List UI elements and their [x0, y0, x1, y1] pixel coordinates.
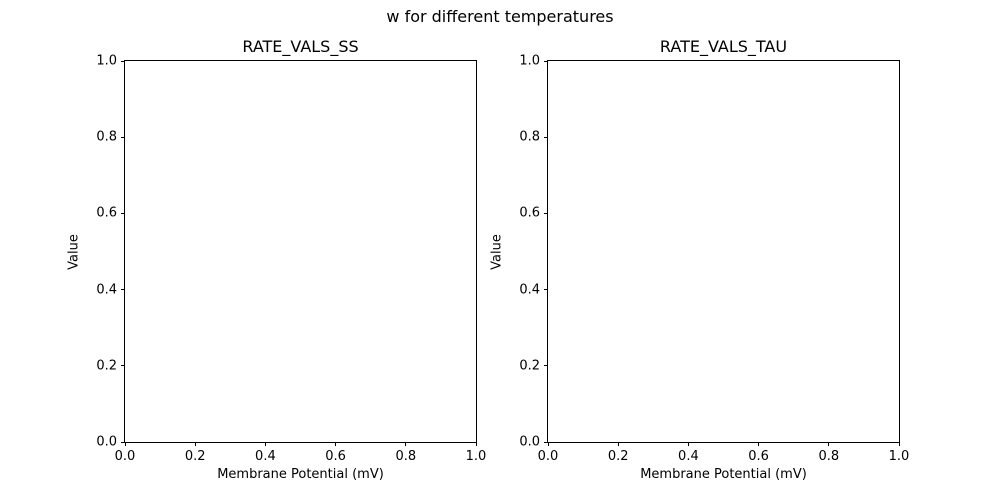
x-tick-label: 0.8 — [818, 449, 840, 464]
y-tick-label: 0.8 — [519, 129, 540, 145]
y-tick-label: 0.4 — [519, 282, 540, 298]
x-tick-mark — [828, 442, 830, 446]
y-tick-label: 0.6 — [96, 205, 117, 221]
y-tick-label: 0.6 — [519, 205, 540, 221]
figure-title: w for different temperatures — [386, 7, 614, 26]
y-tick-mark — [121, 289, 125, 291]
x-axis-label: Membrane Potential (mV) — [640, 467, 807, 482]
x-tick-mark — [194, 442, 196, 446]
x-tick-mark — [405, 442, 407, 446]
y-tick-mark — [121, 441, 125, 443]
x-tick-label: 0.2 — [184, 449, 206, 464]
x-tick-mark — [547, 442, 549, 446]
subplot-title: RATE_VALS_TAU — [659, 37, 788, 56]
y-tick-mark — [544, 136, 548, 138]
y-tick-mark — [544, 60, 548, 62]
x-tick-mark — [264, 442, 266, 446]
x-tick-mark — [687, 442, 689, 446]
x-tick-mark — [335, 442, 337, 446]
y-tick-label: 0.2 — [519, 358, 540, 374]
y-axis-label: Value — [489, 233, 505, 270]
y-tick-label: 0.0 — [96, 434, 117, 450]
subplot-rate-vals-ss: RATE_VALS_SS Membrane Potential (mV) Val… — [67, 37, 487, 482]
x-tick-label: 0.4 — [255, 449, 276, 464]
y-tick-mark — [544, 441, 548, 443]
x-tick-mark — [898, 442, 900, 446]
x-tick-mark — [475, 442, 477, 446]
x-tick-label: 0.2 — [607, 449, 629, 464]
y-tick-label: 0.2 — [96, 358, 117, 374]
x-tick-label: 0.6 — [325, 449, 346, 464]
x-axis-label: Membrane Potential (mV) — [217, 467, 384, 482]
x-tick-mark — [758, 442, 760, 446]
x-tick-label: 0.0 — [114, 449, 136, 464]
subplot-rate-vals-tau: RATE_VALS_TAU Membrane Potential (mV) Va… — [490, 37, 910, 482]
y-tick-mark — [544, 212, 548, 214]
y-tick-label: 0.8 — [96, 129, 117, 145]
x-tick-label: 0.0 — [537, 449, 559, 464]
y-tick-label: 1.0 — [519, 53, 540, 69]
y-axis-label: Value — [66, 233, 82, 270]
y-tick-mark — [121, 365, 125, 367]
y-tick-mark — [121, 136, 125, 138]
x-tick-label: 0.8 — [395, 449, 417, 464]
y-tick-label: 0.4 — [96, 282, 117, 298]
x-tick-mark — [617, 442, 619, 446]
x-tick-mark — [124, 442, 126, 446]
y-tick-mark — [121, 212, 125, 214]
y-tick-label: 0.0 — [519, 434, 540, 450]
x-tick-label: 0.4 — [678, 449, 699, 464]
x-tick-label: 0.6 — [748, 449, 769, 464]
y-tick-mark — [544, 365, 548, 367]
x-tick-label: 1.0 — [465, 449, 487, 464]
subplot-title: RATE_VALS_SS — [242, 37, 359, 56]
y-tick-mark — [544, 289, 548, 291]
x-tick-label: 1.0 — [888, 449, 910, 464]
y-tick-label: 1.0 — [96, 53, 117, 69]
y-tick-mark — [121, 60, 125, 62]
